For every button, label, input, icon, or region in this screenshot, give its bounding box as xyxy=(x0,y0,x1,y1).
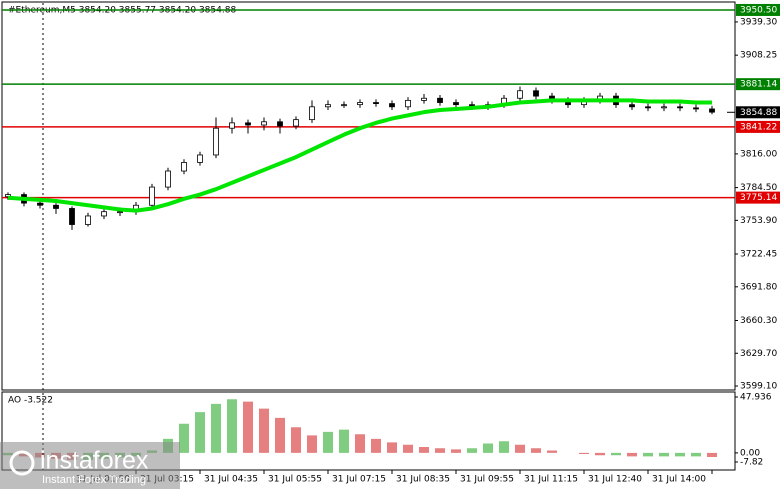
candle-body xyxy=(197,154,203,163)
moving-average xyxy=(7,98,712,213)
current-price-label: 3854.88 xyxy=(740,108,777,118)
y-tick-label: 3816.00 xyxy=(740,149,777,159)
candle-body xyxy=(69,208,75,225)
y-tick-label: 47.936 xyxy=(740,393,772,403)
candle-body xyxy=(533,90,539,97)
watermark-bg xyxy=(0,442,180,489)
y-tick-label: 3599.10 xyxy=(740,382,777,392)
candle-body xyxy=(85,215,91,225)
candle-body xyxy=(213,127,219,156)
y-tick-label: 3753.90 xyxy=(740,216,777,226)
level-label-bg xyxy=(736,191,780,204)
candle-body xyxy=(5,194,11,198)
candle-body xyxy=(709,108,715,113)
watermark-brand: instaforex xyxy=(40,447,149,475)
x-tick-label: 31 Jul 09:55 xyxy=(460,475,514,485)
candle-body xyxy=(309,106,315,121)
level-label: 3950.50 xyxy=(740,5,777,15)
candle-body xyxy=(293,119,299,127)
x-tick-label: 31 Jul 12:40 xyxy=(588,475,642,485)
x-tick-label: 31 Jul 04:35 xyxy=(204,475,258,485)
x-tick-label: 31 Jul 11:15 xyxy=(524,475,578,485)
x-tick-label: 31 Jul 08:35 xyxy=(396,475,450,485)
y-tick-label: 3939.30 xyxy=(740,17,777,27)
y-tick-label: -7.82 xyxy=(740,458,763,468)
candle-body xyxy=(453,102,459,106)
candle-body xyxy=(277,121,283,127)
ao-title: AO -3.522 xyxy=(8,396,53,406)
watermark-logo xyxy=(9,450,35,476)
y-tick-label: 3629.70 xyxy=(740,349,777,359)
level-label-bg xyxy=(736,120,780,133)
candle-body xyxy=(181,162,187,172)
level-label: 3841.22 xyxy=(740,122,777,132)
candle-body xyxy=(341,104,347,107)
candle-body xyxy=(373,102,379,104)
watermark-tagline: Instant Forex Trading xyxy=(42,474,146,486)
candle-body xyxy=(629,104,635,108)
level-label: 3881.14 xyxy=(740,80,777,90)
candle-body xyxy=(437,97,443,103)
candle-body xyxy=(101,211,107,217)
main-frame xyxy=(1,1,736,391)
candle-body xyxy=(325,104,331,108)
candle-body xyxy=(405,99,411,108)
candle-body xyxy=(693,107,699,110)
level-label-bg xyxy=(736,78,780,91)
candle-body xyxy=(149,186,155,206)
y-tick-label: 0.00 xyxy=(740,448,760,458)
candle-body xyxy=(229,122,235,129)
y-tick-label: 3908.25 xyxy=(740,51,777,61)
x-tick-label: 31 Jul 14:00 xyxy=(652,475,706,485)
candle-body xyxy=(245,122,251,126)
candle-body xyxy=(645,106,651,109)
candle-body xyxy=(53,204,59,209)
candle-body xyxy=(117,211,123,214)
candle-body xyxy=(261,121,267,126)
x-tick-label: 31 Jul 05:55 xyxy=(268,475,322,485)
candle-body xyxy=(677,106,683,109)
y-tick-label: 3660.30 xyxy=(740,316,777,326)
y-tick-label: 3691.80 xyxy=(740,282,777,292)
candle-body xyxy=(421,97,427,101)
candle-body xyxy=(37,202,43,206)
y-tick-label: 3722.45 xyxy=(740,250,777,260)
level-label: 3775.14 xyxy=(740,193,777,203)
level-label-bg xyxy=(736,3,780,16)
candle-body xyxy=(517,90,523,99)
current-price-bg xyxy=(736,106,780,119)
watermark: instaforex Instant Forex Trading xyxy=(0,442,180,489)
ao-frame xyxy=(1,391,736,471)
candle-body xyxy=(389,103,395,108)
candle-body xyxy=(165,170,171,188)
candle-body xyxy=(357,102,363,106)
candle-body xyxy=(661,106,667,109)
y-tick-label: 3784.50 xyxy=(740,183,777,193)
x-tick-label: 31 Jul 07:15 xyxy=(332,475,386,485)
